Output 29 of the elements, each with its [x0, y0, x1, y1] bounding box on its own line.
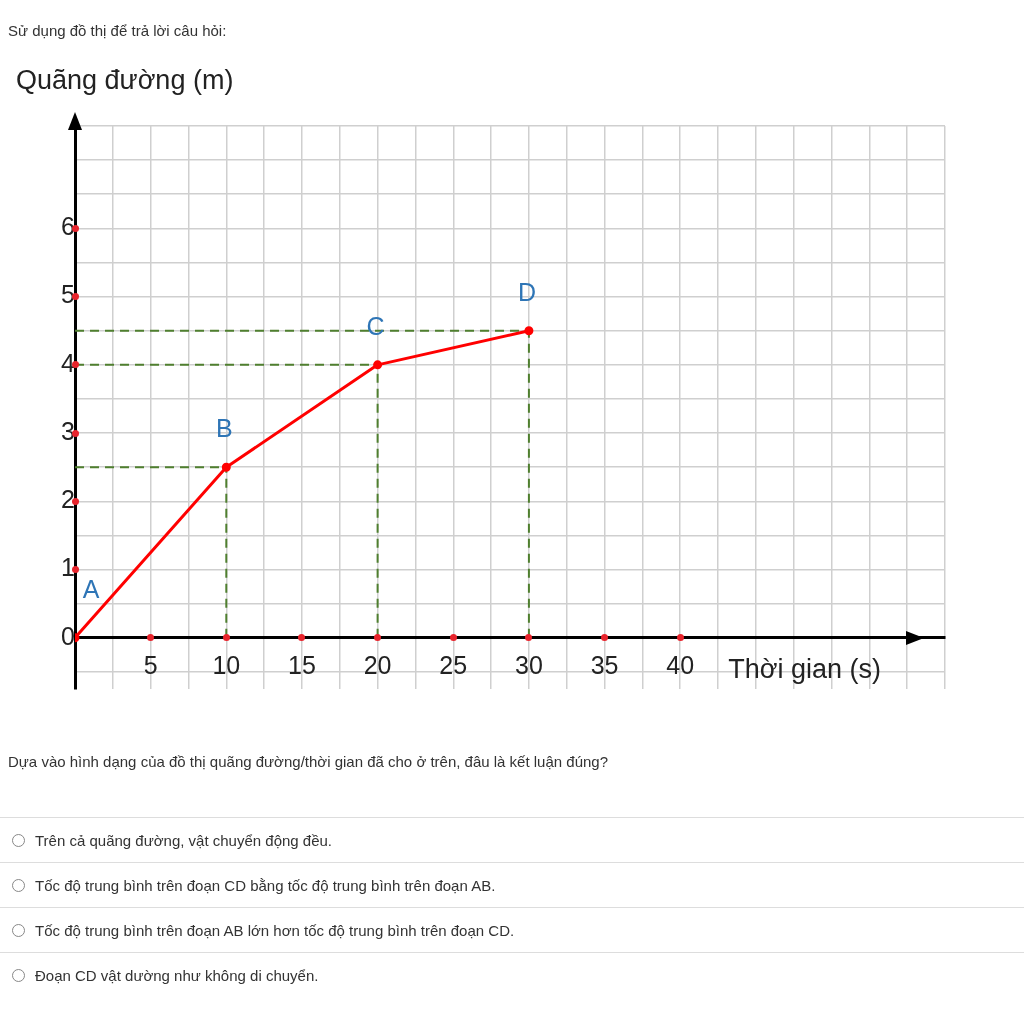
x-tick-label: 20	[363, 650, 392, 679]
y-tick-label: 4	[61, 348, 76, 377]
y-tick-label: 2	[61, 485, 75, 514]
annotation: A	[82, 574, 100, 603]
text: Trên cả quãng đường, vật chuyển động đều.	[35, 831, 333, 849]
y-tick-label: 5	[61, 280, 75, 309]
y-tick-label: 1	[61, 553, 75, 582]
point	[221, 462, 231, 472]
chart-title: Sử dụng đồ thị để trả lời câu hỏi:	[8, 22, 227, 39]
x-tick-label: 15	[288, 650, 316, 679]
text: Tốc độ trung bình trên đoạn CD bằng tốc độ trung bình trên đoạn AB.	[35, 876, 496, 894]
point	[373, 360, 383, 370]
annotation: B	[215, 414, 233, 443]
y-tick-label: 6	[61, 212, 75, 241]
y-tick-label: 3	[61, 416, 75, 445]
point	[524, 326, 534, 336]
annotation: D	[517, 277, 536, 306]
x-tick-label: 25	[439, 650, 468, 679]
x-axis-title: Thời gian (s)	[728, 654, 881, 685]
x-tick-label: 35	[590, 650, 619, 679]
x-tick-label: 5	[143, 650, 158, 679]
text: Đoạn CD vật dường như không di chuyển.	[35, 966, 319, 984]
x-tick-label: 10	[212, 650, 241, 679]
text: Dựa vào hình dạng của đồ thị quãng đường/thời gian đã cho ở trên, đâu là kết luận đúng?	[8, 753, 609, 770]
y-axis-title: Quãng đường (m)	[16, 65, 234, 96]
text: Tốc độ trung bình trên đoạn AB lớn hơn tốc độ trung bình trên đoạn CD.	[35, 921, 515, 939]
x-tick-label: 40	[666, 650, 695, 679]
x-tick-label: 30	[515, 650, 543, 679]
y-tick-label: 0	[61, 621, 75, 650]
